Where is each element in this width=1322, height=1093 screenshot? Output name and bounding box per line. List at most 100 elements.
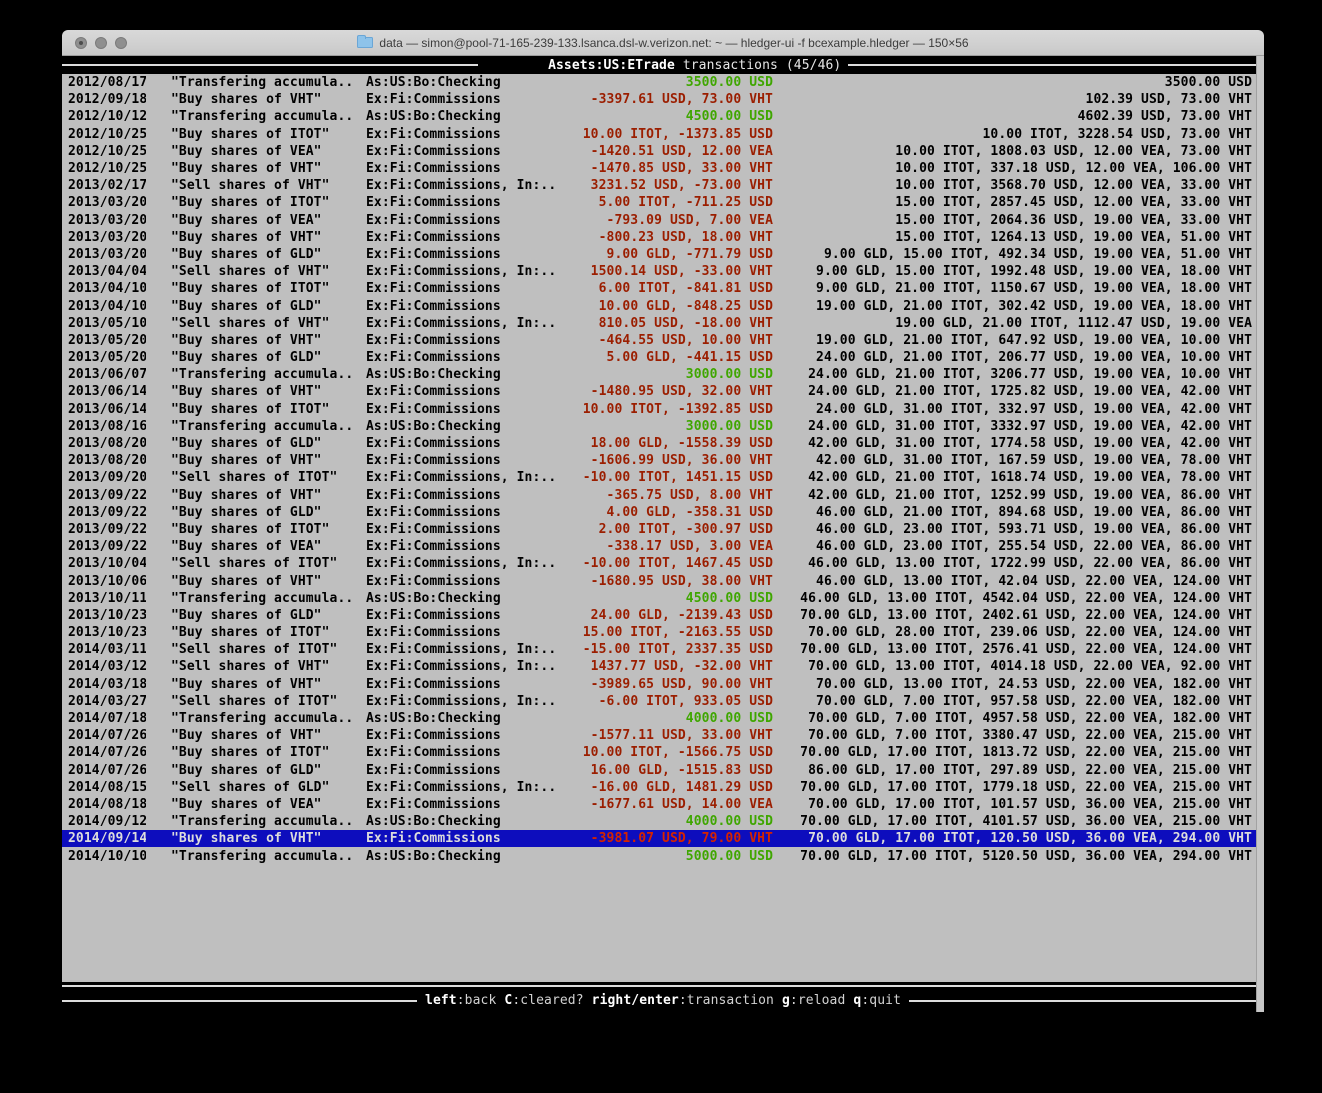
transaction-row[interactable]: 2013/09/22 "Buy shares of ITOT" Ex:Fi:Co…	[62, 521, 1264, 538]
transaction-row[interactable]: 2014/03/12 "Sell shares of VHT" Ex:Fi:Co…	[62, 658, 1264, 675]
terminal-screen[interactable]: Assets:US:ETrade transactions (45/46) 20…	[62, 56, 1264, 1012]
transaction-row[interactable]: 2014/10/10 "Transfering accumula.. As:US…	[62, 847, 1264, 864]
transaction-description: "Buy shares of GLD"	[171, 246, 322, 262]
transaction-account: Ex:Fi:Commissions	[366, 195, 501, 211]
transaction-row[interactable]: 2013/09/22 "Buy shares of GLD" Ex:Fi:Com…	[62, 504, 1264, 521]
transaction-balance: 4602.39 USD, 73.00 VHT	[1077, 109, 1252, 125]
transaction-date: 2014/03/12	[68, 659, 146, 675]
transaction-description: "Buy shares of ITOT"	[171, 521, 330, 537]
transaction-row[interactable]: 2014/07/26 "Buy shares of ITOT" Ex:Fi:Co…	[62, 744, 1264, 761]
transaction-row[interactable]: 2013/06/14 "Buy shares of VHT" Ex:Fi:Com…	[62, 383, 1264, 400]
transaction-balance: 70.00 GLD, 17.00 ITOT, 5120.50 USD, 36.0…	[800, 848, 1252, 864]
transaction-balance: 70.00 GLD, 28.00 ITOT, 239.06 USD, 22.00…	[808, 625, 1252, 641]
transaction-change: -3397.61 USD, 73.00 VHT	[590, 92, 773, 108]
transaction-balance: 70.00 GLD, 13.00 ITOT, 4014.18 USD, 22.0…	[808, 659, 1252, 675]
transaction-row[interactable]: 2013/04/10 "Buy shares of ITOT" Ex:Fi:Co…	[62, 280, 1264, 297]
transaction-description: "Buy shares of ITOT"	[171, 195, 330, 211]
transaction-account: Ex:Fi:Commissions	[366, 298, 501, 314]
transaction-row[interactable]: 2013/05/20 "Buy shares of GLD" Ex:Fi:Com…	[62, 349, 1264, 366]
transaction-description: "Sell shares of GLD"	[171, 779, 330, 795]
transaction-row[interactable]: 2013/09/20 "Sell shares of ITOT" Ex:Fi:C…	[62, 469, 1264, 486]
transaction-row[interactable]: 2014/03/18 "Buy shares of VHT" Ex:Fi:Com…	[62, 676, 1264, 693]
transaction-balance: 70.00 GLD, 17.00 ITOT, 101.57 USD, 36.00…	[808, 796, 1252, 812]
transaction-row[interactable]: 2013/06/07 "Transfering accumula.. As:US…	[62, 366, 1264, 383]
transaction-row[interactable]: 2014/03/27 "Sell shares of ITOT" Ex:Fi:C…	[62, 693, 1264, 710]
transaction-row[interactable]: 2013/10/04 "Sell shares of ITOT" Ex:Fi:C…	[62, 555, 1264, 572]
transaction-row[interactable]: 2013/05/20 "Buy shares of VHT" Ex:Fi:Com…	[62, 332, 1264, 349]
transaction-row[interactable]: 2013/03/20 "Buy shares of ITOT" Ex:Fi:Co…	[62, 194, 1264, 211]
transaction-row[interactable]: 2012/09/18 "Buy shares of VHT" Ex:Fi:Com…	[62, 91, 1264, 108]
transaction-description: "Buy shares of VHT"	[171, 332, 322, 348]
transaction-row[interactable]: 2012/10/12 "Transfering accumula.. As:US…	[62, 108, 1264, 125]
transaction-description: "Transfering accumula..	[171, 75, 354, 91]
transaction-row[interactable]: 2013/08/16 "Transfering accumula.. As:US…	[62, 418, 1264, 435]
transaction-account: Ex:Fi:Commissions	[366, 607, 501, 623]
transaction-date: 2013/10/11	[68, 590, 146, 606]
transaction-row[interactable]: 2013/09/22 "Buy shares of VHT" Ex:Fi:Com…	[62, 487, 1264, 504]
transaction-row[interactable]: 2013/05/10 "Sell shares of VHT" Ex:Fi:Co…	[62, 315, 1264, 332]
transaction-change: -1420.51 USD, 12.00 VEA	[590, 143, 773, 159]
transaction-row[interactable]: 2013/03/20 "Buy shares of VEA" Ex:Fi:Com…	[62, 212, 1264, 229]
transaction-change: -3989.65 USD, 90.00 VHT	[590, 676, 773, 692]
transaction-row[interactable]: 2012/08/17 "Transfering accumula.. As:US…	[62, 74, 1264, 91]
transaction-description: "Sell shares of ITOT"	[171, 556, 338, 572]
transaction-account: Ex:Fi:Commissions, In:..	[366, 264, 556, 280]
footer-hint: q:quit	[853, 993, 901, 1008]
transaction-row[interactable]: 2014/09/14 "Buy shares of VHT" Ex:Fi:Com…	[62, 830, 1264, 848]
transaction-change: 4500.00 USD	[685, 109, 773, 125]
transaction-row[interactable]: 2014/08/15 "Sell shares of GLD" Ex:Fi:Co…	[62, 779, 1264, 796]
transaction-account: Ex:Fi:Commissions	[366, 161, 501, 177]
transaction-account: Ex:Fi:Commissions, In:..	[366, 470, 556, 486]
zoom-button[interactable]	[115, 37, 127, 49]
transaction-row[interactable]: 2014/08/18 "Buy shares of VEA" Ex:Fi:Com…	[62, 796, 1264, 813]
transaction-row[interactable]: 2013/10/23 "Buy shares of ITOT" Ex:Fi:Co…	[62, 624, 1264, 641]
transaction-date: 2013/03/20	[68, 212, 146, 228]
transaction-description: "Buy shares of VHT"	[171, 453, 322, 469]
titlebar[interactable]: data — simon@pool-71-165-239-133.lsanca.…	[62, 30, 1264, 56]
transaction-row[interactable]: 2013/06/14 "Buy shares of ITOT" Ex:Fi:Co…	[62, 401, 1264, 418]
transaction-row[interactable]: 2014/07/26 "Buy shares of GLD" Ex:Fi:Com…	[62, 762, 1264, 779]
transaction-row[interactable]: 2013/09/22 "Buy shares of VEA" Ex:Fi:Com…	[62, 538, 1264, 555]
transaction-change: 1437.77 USD, -32.00 VHT	[590, 659, 773, 675]
transaction-date: 2013/04/10	[68, 298, 146, 314]
transaction-row[interactable]: 2012/10/25 "Buy shares of VEA" Ex:Fi:Com…	[62, 143, 1264, 160]
transaction-row[interactable]: 2014/03/11 "Sell shares of ITOT" Ex:Fi:C…	[62, 641, 1264, 658]
transaction-row[interactable]: 2012/10/25 "Buy shares of VHT" Ex:Fi:Com…	[62, 160, 1264, 177]
transaction-row[interactable]: 2014/07/18 "Transfering accumula.. As:US…	[62, 710, 1264, 727]
hledger-header: Assets:US:ETrade transactions (45/46)	[62, 56, 1264, 74]
transaction-change: -1480.95 USD, 32.00 VHT	[590, 384, 773, 400]
scrollbar[interactable]	[1256, 56, 1264, 1012]
transaction-change: 5.00 ITOT, -711.25 USD	[598, 195, 773, 211]
transaction-change: -365.75 USD, 8.00 VHT	[606, 487, 773, 503]
transaction-balance: 70.00 GLD, 7.00 ITOT, 4957.58 USD, 22.00…	[808, 711, 1252, 727]
transaction-row[interactable]: 2013/10/11 "Transfering accumula.. As:US…	[62, 590, 1264, 607]
transaction-row[interactable]: 2013/03/20 "Buy shares of GLD" Ex:Fi:Com…	[62, 246, 1264, 263]
transaction-row[interactable]: 2013/03/20 "Buy shares of VHT" Ex:Fi:Com…	[62, 229, 1264, 246]
transaction-row[interactable]: 2013/04/04 "Sell shares of VHT" Ex:Fi:Co…	[62, 263, 1264, 280]
transaction-account: Ex:Fi:Commissions, In:..	[366, 642, 556, 658]
transaction-row[interactable]: 2014/09/12 "Transfering accumula.. As:US…	[62, 813, 1264, 830]
transaction-row[interactable]: 2012/10/25 "Buy shares of ITOT" Ex:Fi:Co…	[62, 126, 1264, 143]
transaction-change: 10.00 ITOT, -1392.85 USD	[582, 401, 773, 417]
transaction-row[interactable]: 2014/07/26 "Buy shares of VHT" Ex:Fi:Com…	[62, 727, 1264, 744]
transaction-balance: 70.00 GLD, 13.00 ITOT, 2402.61 USD, 22.0…	[800, 607, 1252, 623]
transaction-row[interactable]: 2013/08/20 "Buy shares of VHT" Ex:Fi:Com…	[62, 452, 1264, 469]
minimize-button[interactable]	[95, 37, 107, 49]
transaction-description: "Buy shares of ITOT"	[171, 401, 330, 417]
transaction-change: 24.00 GLD, -2139.43 USD	[590, 607, 773, 623]
transaction-change: 1500.14 USD, -33.00 VHT	[590, 264, 773, 280]
transaction-date: 2014/08/15	[68, 779, 146, 795]
transaction-date: 2013/05/20	[68, 332, 146, 348]
transaction-row[interactable]: 2013/02/17 "Sell shares of VHT" Ex:Fi:Co…	[62, 177, 1264, 194]
transaction-balance: 46.00 GLD, 13.00 ITOT, 1722.99 USD, 22.0…	[808, 556, 1252, 572]
transaction-date: 2014/08/18	[68, 796, 146, 812]
transaction-balance: 10.00 ITOT, 3568.70 USD, 12.00 VEA, 33.0…	[895, 178, 1252, 194]
transaction-description: "Transfering accumula..	[171, 418, 354, 434]
transaction-row[interactable]: 2013/10/23 "Buy shares of GLD" Ex:Fi:Com…	[62, 607, 1264, 624]
transaction-date: 2014/09/12	[68, 814, 146, 830]
transaction-balance: 70.00 GLD, 17.00 ITOT, 1813.72 USD, 22.0…	[800, 745, 1252, 761]
transaction-row[interactable]: 2013/04/10 "Buy shares of GLD" Ex:Fi:Com…	[62, 297, 1264, 314]
transaction-row[interactable]: 2013/08/20 "Buy shares of GLD" Ex:Fi:Com…	[62, 435, 1264, 452]
transaction-row[interactable]: 2013/10/06 "Buy shares of VHT" Ex:Fi:Com…	[62, 572, 1264, 589]
close-button[interactable]	[75, 37, 87, 49]
